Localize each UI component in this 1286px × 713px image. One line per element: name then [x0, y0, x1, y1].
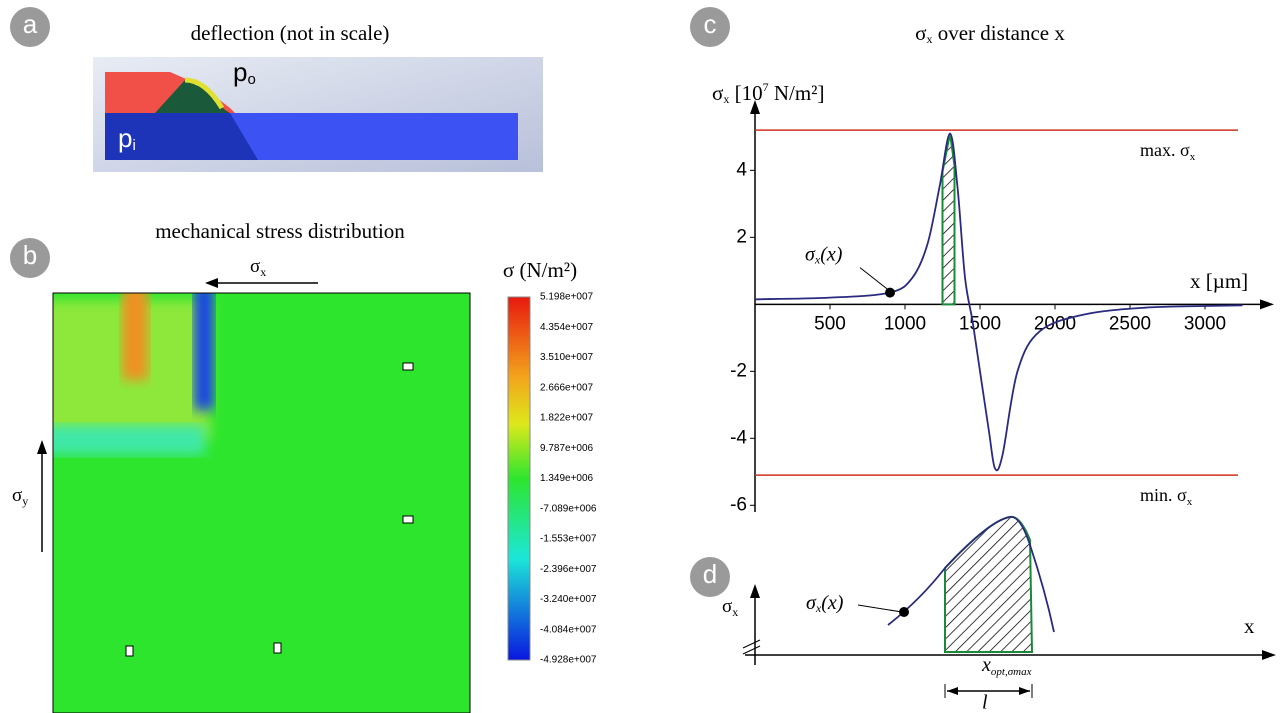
legend-sub: x: [814, 252, 821, 266]
x-tick-label: 1000: [884, 313, 926, 334]
legend-leader: [859, 267, 889, 290]
curve: [887, 516, 1055, 633]
legend-label: σx(x): [805, 243, 843, 266]
legend-name: σ: [805, 243, 816, 265]
colorbar-label: -4.928e+007: [540, 655, 597, 666]
limit-label-text: max. σ: [1140, 140, 1190, 160]
limit-label-sub: x: [1187, 496, 1193, 508]
limit-label-text: min. σ: [1140, 485, 1187, 505]
letter: c: [704, 9, 717, 39]
colorbar-label: 1.822e+007: [540, 413, 594, 424]
legend-dot: [885, 287, 895, 298]
letter: a: [23, 9, 38, 39]
y-arrow: [750, 100, 760, 114]
curve-label: σx(x): [806, 592, 844, 615]
letter: d: [703, 559, 717, 589]
colorbar-label: -2.396e+007: [540, 564, 597, 575]
colorbar: [507, 296, 531, 661]
colorbar-label: 1.349e+006: [540, 473, 594, 484]
colorbar-label: -1.553e+007: [540, 534, 597, 545]
x-tick-label: 2500: [1109, 313, 1151, 334]
colorbar-title: σ (N/m²): [503, 258, 577, 282]
y-tick-label: 2: [736, 226, 747, 247]
x-axis-label: x [µm]: [1190, 269, 1248, 293]
colorbar-label: 5.198e+007: [540, 292, 594, 303]
x-tick-label: 3000: [1184, 313, 1226, 334]
label: σx: [250, 256, 266, 278]
x-tick-label: 500: [814, 313, 846, 334]
y-tick-label: -6: [730, 494, 747, 515]
y-axis-label: σx: [722, 596, 738, 618]
y-tick-label: 4: [736, 159, 747, 180]
colorbar-label: -7.089e+006: [540, 503, 597, 514]
label: po: [233, 57, 256, 88]
width-label: l: [982, 692, 988, 713]
label: pi: [118, 123, 136, 154]
bulge: [155, 80, 230, 113]
limit-label: max. σx: [1140, 140, 1196, 162]
title: σx over distance x: [915, 21, 1065, 46]
y-tick-label: -4: [730, 427, 747, 448]
limit-label: min. σx: [1140, 485, 1193, 507]
label: σy: [12, 485, 28, 507]
legend-rest: (x): [820, 243, 843, 265]
hatched-area: [944, 515, 1034, 653]
substrate-dark: [105, 113, 258, 160]
colorbar-label: 2.666e+007: [540, 382, 594, 393]
x-axis-label: x: [1244, 614, 1255, 638]
title: mechanical stress distribution: [155, 219, 405, 243]
colorbar-label: 9.787e+006: [540, 443, 594, 454]
title: deflection (not in scale): [191, 21, 390, 45]
colorbar-label: 4.354e+007: [540, 322, 594, 333]
x-tick-label: 1500: [959, 313, 1001, 334]
colorbar-label: -4.084e+007: [540, 624, 597, 635]
xopt-label: xopt,σmax: [981, 654, 1032, 678]
colorbar-label: 3.510e+007: [540, 352, 594, 363]
stress-map: [53, 293, 470, 713]
line: [754, 132, 1243, 472]
limit-label-sub: x: [1190, 151, 1196, 163]
y-tick-label: -2: [730, 360, 747, 381]
letter: b: [23, 240, 37, 270]
x-arrow: [1260, 299, 1274, 310]
colorbar-label: -3.240e+007: [540, 594, 597, 605]
y-axis-label: σx [107 N/m²]: [712, 80, 824, 106]
panel-letters: a b c d: [10, 7, 730, 597]
